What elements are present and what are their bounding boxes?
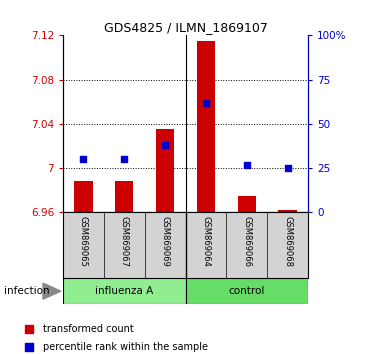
Text: GSM869067: GSM869067 <box>120 216 129 267</box>
Text: GSM869064: GSM869064 <box>201 216 210 267</box>
Point <box>244 162 250 167</box>
Text: GSM869069: GSM869069 <box>161 216 170 267</box>
Point <box>203 100 209 105</box>
Bar <box>115 181 134 212</box>
Polygon shape <box>43 283 61 299</box>
Text: GSM869068: GSM869068 <box>283 216 292 267</box>
Text: transformed count: transformed count <box>43 324 134 334</box>
Title: GDS4825 / ILMN_1869107: GDS4825 / ILMN_1869107 <box>104 21 267 34</box>
Text: GSM869065: GSM869065 <box>79 216 88 267</box>
Bar <box>74 181 93 212</box>
Bar <box>197 41 215 212</box>
Bar <box>278 210 297 212</box>
Point <box>26 344 32 350</box>
Bar <box>237 196 256 212</box>
Text: GSM869066: GSM869066 <box>242 216 251 267</box>
Point <box>285 165 290 171</box>
Point <box>121 156 127 162</box>
Text: percentile rank within the sample: percentile rank within the sample <box>43 342 208 352</box>
Text: influenza A: influenza A <box>95 286 154 296</box>
Point <box>81 156 86 162</box>
Bar <box>186 278 308 304</box>
Point <box>26 326 32 332</box>
Point <box>162 142 168 148</box>
Text: control: control <box>229 286 265 296</box>
Text: infection: infection <box>4 286 49 296</box>
Bar <box>156 130 174 212</box>
Bar <box>63 278 186 304</box>
